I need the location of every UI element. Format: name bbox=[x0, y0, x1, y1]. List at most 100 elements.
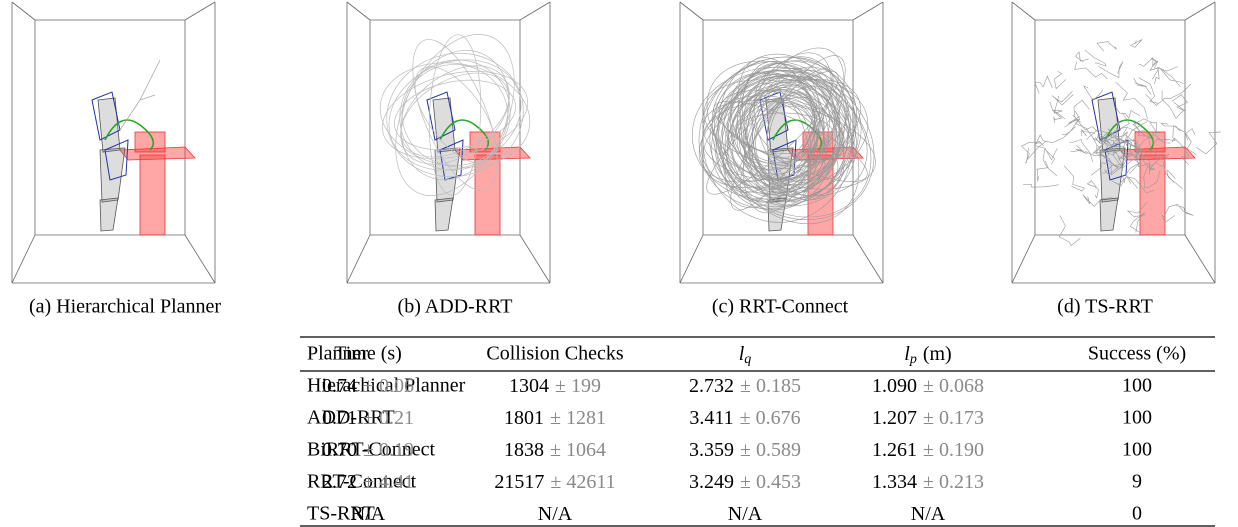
trajectory-tree bbox=[1083, 85, 1104, 101]
table-cell: 0.70 ± 0.19 bbox=[322, 439, 414, 461]
cell-mean: N/A bbox=[911, 503, 946, 525]
header-subscript: q bbox=[744, 352, 751, 367]
table-cell: 0.74 ± 0.06 bbox=[322, 375, 414, 397]
trajectory-tree bbox=[1075, 51, 1089, 63]
trajectory-tree bbox=[1035, 126, 1076, 145]
trajectory-tree bbox=[1121, 157, 1140, 174]
trajectory-tree bbox=[743, 71, 820, 214]
trajectory-tree bbox=[400, 65, 510, 165]
header-cell: lq bbox=[739, 343, 752, 368]
trajectory-tree bbox=[1104, 131, 1128, 146]
cell-std: ± 1281 bbox=[550, 407, 606, 429]
cell-std: ± 0.19 bbox=[363, 439, 414, 461]
trajectory-tree bbox=[1154, 66, 1179, 85]
header-symbol: l bbox=[904, 343, 910, 365]
trajectory-tree bbox=[766, 92, 813, 159]
trajectory-tree bbox=[1115, 81, 1148, 120]
header-cell: Collision Checks bbox=[486, 343, 623, 365]
trajectory-tree bbox=[1143, 166, 1160, 189]
cell-mean: 1801 bbox=[504, 407, 544, 429]
trajectory-tree bbox=[702, 100, 876, 190]
trajectory-tree bbox=[1160, 122, 1181, 131]
trajectory-tree bbox=[1149, 122, 1161, 134]
trajectory-tree bbox=[1058, 215, 1081, 247]
trajectory-tree bbox=[1061, 115, 1081, 136]
trajectory-tree bbox=[1161, 90, 1186, 119]
cell-mean: N/A bbox=[538, 503, 573, 525]
figure-caption: (a) Hierarchical Planner bbox=[29, 296, 221, 318]
header-cell: Time (s) bbox=[334, 343, 402, 365]
trajectory-tree bbox=[428, 34, 482, 196]
trajectory-tree bbox=[711, 56, 857, 179]
trajectory-tree bbox=[379, 62, 531, 168]
table-cell: 1.334 ± 0.213 bbox=[872, 471, 984, 493]
trajectory-tree bbox=[718, 76, 857, 207]
trajectory-tree bbox=[740, 61, 818, 206]
trajectory-tree bbox=[1042, 148, 1058, 176]
trajectory-tree bbox=[1111, 175, 1132, 187]
table-cell: N/A bbox=[911, 503, 946, 525]
table-cell: N/A bbox=[728, 503, 763, 525]
trajectory-tree bbox=[1054, 71, 1067, 90]
trajectory-tree bbox=[706, 60, 868, 197]
trajectory-tree bbox=[1139, 56, 1159, 69]
cell-std: ± 0.185 bbox=[740, 375, 801, 397]
trajectory-tree bbox=[1052, 95, 1066, 120]
trajectory-tree bbox=[1034, 75, 1053, 94]
trajectory-tree bbox=[741, 63, 844, 201]
figure-caption: (b) ADD-RRT bbox=[398, 296, 513, 318]
trajectory-tree bbox=[386, 52, 524, 178]
trajectory-tree bbox=[716, 69, 875, 221]
figure-panel bbox=[1011, 1, 1221, 284]
trajectory-tree bbox=[730, 68, 834, 211]
table-cell: 1304 ± 199 bbox=[509, 375, 601, 397]
trajectory-tree bbox=[1099, 152, 1119, 169]
cell-mean: 3.359 bbox=[689, 439, 734, 461]
success-rate: 100 bbox=[1122, 439, 1152, 461]
cell-mean: 1304 bbox=[509, 375, 549, 397]
cell-mean: 1.090 bbox=[872, 375, 917, 397]
table-cell: 21517 ± 42611 bbox=[494, 471, 615, 493]
cell-std: ± 199 bbox=[555, 375, 601, 397]
trajectory-tree bbox=[119, 59, 161, 131]
trajectory-tree bbox=[1171, 137, 1190, 165]
table-cell: 2.732 ± 0.185 bbox=[689, 375, 801, 397]
trajectory-tree bbox=[1141, 158, 1164, 171]
figure-panels: (a) Hierarchical Planner (b) ADD-RRT (c) R… bbox=[11, 1, 1221, 318]
trajectory-tree bbox=[1096, 41, 1117, 52]
trajectory-tree bbox=[1051, 91, 1074, 106]
figure-panel bbox=[11, 1, 216, 284]
trajectory-tree bbox=[400, 72, 510, 158]
trajectory-tree bbox=[724, 47, 845, 208]
trajectory-tree bbox=[1049, 101, 1063, 123]
trajectory-tree bbox=[1118, 139, 1139, 160]
success-rate: 9 bbox=[1132, 471, 1142, 493]
scene-render bbox=[346, 1, 551, 284]
table-cell: N/A bbox=[351, 503, 386, 525]
cell-mean: 2.732 bbox=[689, 375, 734, 397]
trajectory-tree bbox=[1086, 180, 1099, 199]
trajectory-tree bbox=[745, 84, 843, 181]
trajectory-tree bbox=[1166, 169, 1183, 190]
trajectory-tree bbox=[726, 70, 852, 203]
planner-name: BiRRT-Connect bbox=[307, 439, 436, 461]
cell-std: ± 4.41 bbox=[363, 471, 414, 493]
trajectory-tree bbox=[728, 74, 829, 194]
trajectory-tree bbox=[711, 70, 872, 218]
table-cell: 0.71 ± 0.21 bbox=[322, 407, 414, 429]
trajectory-tree bbox=[766, 102, 812, 187]
trajectory-tree bbox=[1171, 94, 1188, 112]
trajectory-tree bbox=[1159, 67, 1184, 87]
trajectory-tree bbox=[1074, 61, 1108, 80]
trajectory-tree bbox=[1129, 212, 1145, 233]
trajectory-tree bbox=[691, 66, 859, 203]
table-cell: 1801 ± 1281 bbox=[504, 407, 606, 429]
trajectory-tree bbox=[732, 90, 839, 182]
cell-mean: 0.70 bbox=[322, 439, 357, 461]
trajectory-tree bbox=[1135, 136, 1160, 158]
trajectory-tree bbox=[1126, 201, 1148, 218]
table-cell: 1838 ± 1064 bbox=[504, 439, 606, 461]
table-cell: 3.411 ± 0.676 bbox=[689, 407, 800, 429]
table-cell: 3.249 ± 0.453 bbox=[689, 471, 801, 493]
